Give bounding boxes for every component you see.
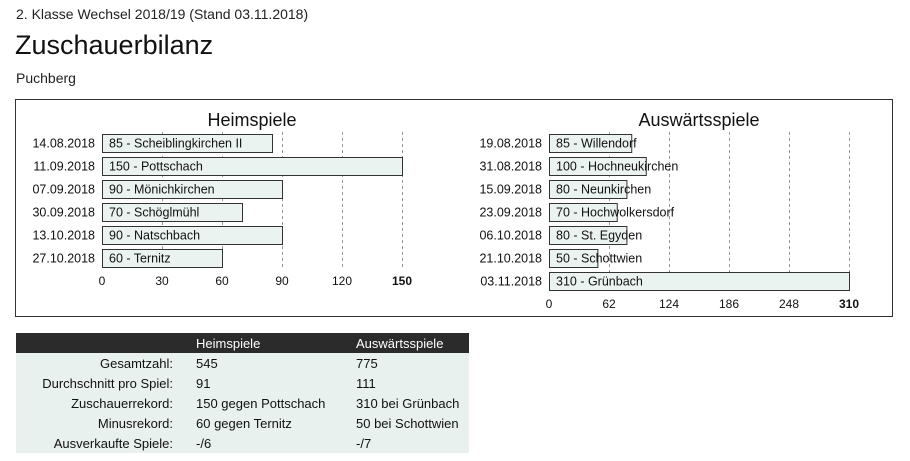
chart-title: Auswärtsspiele	[638, 110, 759, 130]
stats-row: Minusrekord: 60 gegen Ternitz 50 bei Sch…	[16, 413, 469, 433]
stats-row-away: 50 bei Schottwien	[341, 413, 469, 433]
bar	[102, 157, 403, 176]
bar	[102, 249, 223, 268]
tick-label: 248	[779, 297, 799, 311]
stats-row-away: 111	[341, 373, 469, 393]
bar-label: 150 - Pottschach	[109, 160, 203, 174]
stats-row-away: 310 bei Grünbach	[341, 393, 469, 413]
tick-label: 60	[215, 274, 229, 288]
stats-row-home: 545	[181, 353, 341, 373]
date-label: 27.10.2018	[32, 252, 95, 266]
stats-row-home: 150 gegen Pottschach	[181, 393, 341, 413]
date-label: 03.11.2018	[480, 275, 542, 289]
tick-label: 124	[659, 297, 679, 311]
bar-label: 80 - St. Egyden	[556, 229, 642, 243]
stats-header-empty	[16, 333, 181, 353]
stats-row: Zuschauerrekord: 150 gegen Pottschach 31…	[16, 393, 469, 413]
bar	[549, 249, 599, 268]
tick-label: 150	[392, 274, 412, 288]
tick-label: 186	[719, 297, 739, 311]
date-label: 14.08.2018	[32, 137, 95, 151]
tick-label: 0	[99, 274, 106, 288]
tick-label: 90	[275, 274, 289, 288]
tick-label: 120	[332, 274, 352, 288]
bar-label: 85 - Willendorf	[556, 137, 637, 151]
bar	[102, 134, 273, 153]
bar	[549, 157, 647, 176]
stats-row-label: Gesamtzahl:	[16, 353, 181, 373]
tick-label: 62	[602, 297, 616, 311]
date-label: 30.09.2018	[32, 206, 95, 220]
bar	[549, 226, 628, 245]
date-label: 07.09.2018	[32, 183, 95, 197]
bar-label: 90 - Natschbach	[109, 229, 200, 243]
bar-label: 50 - Schottwien	[556, 252, 642, 266]
stats-row: Ausverkaufte Spiele: -/6 -/7	[16, 433, 469, 453]
bar	[102, 203, 243, 222]
club-name: Puchberg	[16, 70, 76, 86]
date-label: 06.10.2018	[479, 229, 542, 243]
stats-row-away: 775	[341, 353, 469, 373]
bar	[549, 180, 628, 199]
date-label: 19.08.2018	[479, 137, 542, 151]
attendance-charts: Heimspiele 14.08.2018 85 - Scheiblingkirch…	[32, 110, 859, 311]
bar	[102, 180, 283, 199]
bar	[549, 134, 633, 153]
stats-row-home: 91	[181, 373, 341, 393]
bar-label: 80 - Neunkirchen	[556, 183, 651, 197]
bar-label: 70 - Schöglmühl	[109, 206, 199, 220]
stats-row-home: 60 gegen Ternitz	[181, 413, 341, 433]
page-title: Zuschauerbilanz	[15, 30, 214, 60]
stats-row-label: Durchschnitt pro Spiel:	[16, 373, 181, 393]
bar-label: 70 - Hochwolkersdorf	[556, 206, 675, 220]
date-label: 13.10.2018	[32, 229, 95, 243]
chart-title: Heimspiele	[207, 110, 296, 130]
charts-panel: Heimspiele 14.08.2018 85 - Scheiblingkirch…	[15, 99, 893, 317]
stats-header-home: Heimspiele	[181, 333, 341, 353]
bar	[102, 226, 283, 245]
stats-row-label: Zuschauerrekord:	[16, 393, 181, 413]
date-label: 11.09.2018	[33, 160, 95, 174]
season-subtitle: 2. Klasse Wechsel 2018/19 (Stand 03.11.2…	[16, 6, 309, 22]
stats-row: Durchschnitt pro Spiel: 91 111	[16, 373, 469, 393]
date-label: 21.10.2018	[479, 252, 542, 266]
stats-row-label: Minusrekord:	[16, 413, 181, 433]
stats-row-label: Ausverkaufte Spiele:	[16, 433, 181, 453]
stats-row-away: -/7	[341, 433, 469, 453]
bar-label: 100 - Hochneukirchen	[556, 160, 678, 174]
stats-row: Gesamtzahl: 545 775	[16, 353, 469, 373]
bar-label: 60 - Ternitz	[109, 252, 171, 266]
stats-header-away: Auswärtsspiele	[341, 333, 469, 353]
tick-label: 30	[155, 274, 169, 288]
tick-label: 0	[546, 297, 553, 311]
tick-label: 310	[839, 297, 859, 311]
stats-table: Heimspiele Auswärtsspiele Gesamtzahl: 54…	[16, 333, 469, 453]
stats-header-row: Heimspiele Auswärtsspiele	[16, 333, 469, 353]
bar-label: 310 - Grünbach	[556, 275, 643, 289]
bar	[549, 272, 850, 291]
bar	[549, 203, 618, 222]
date-label: 23.09.2018	[479, 206, 542, 220]
date-label: 15.09.2018	[479, 183, 542, 197]
stats-row-home: -/6	[181, 433, 341, 453]
date-label: 31.08.2018	[479, 160, 542, 174]
bar-label: 90 - Mönichkirchen	[109, 183, 215, 197]
bar-label: 85 - Scheiblingkirchen II	[109, 137, 242, 151]
